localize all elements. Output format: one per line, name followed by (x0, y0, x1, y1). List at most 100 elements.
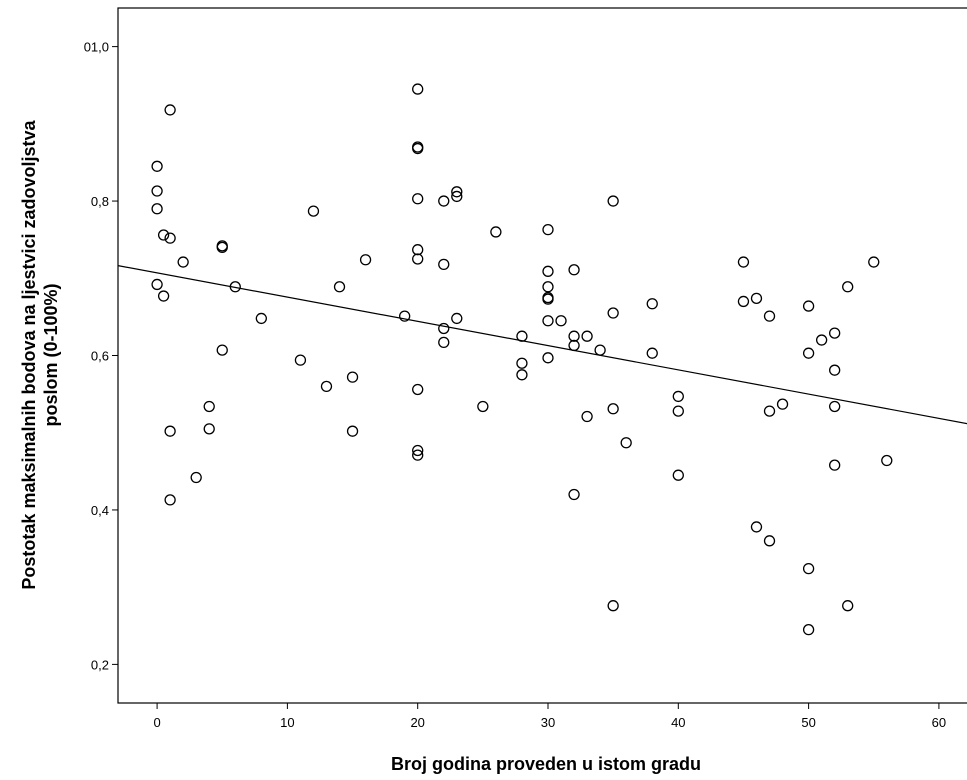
data-point (568, 330, 580, 342)
data-point (164, 232, 176, 244)
data-point (802, 347, 815, 359)
data-point (802, 300, 815, 312)
data-point (568, 264, 580, 276)
data-point (672, 469, 684, 481)
data-point (737, 295, 750, 308)
data-point (412, 253, 424, 265)
data-point (412, 83, 424, 95)
data-point (399, 310, 411, 322)
data-point (542, 281, 554, 293)
x-axis-ticks: 0 10 20 30 40 50 60 (153, 703, 946, 730)
data-point (776, 398, 789, 410)
x-tick-label: 40 (671, 715, 685, 730)
data-point (151, 203, 163, 215)
data-point (438, 336, 450, 349)
data-point (763, 535, 776, 547)
data-point (737, 256, 750, 268)
data-point (607, 600, 619, 612)
x-tick-label: 20 (410, 715, 424, 730)
data-point (438, 195, 450, 207)
x-tick-label: 10 (280, 715, 294, 730)
data-point (412, 383, 424, 396)
data-point (581, 330, 593, 342)
y-tick-label: 0,8 (91, 194, 109, 209)
data-point (359, 254, 372, 266)
data-point (333, 281, 346, 293)
data-point (164, 494, 176, 506)
data-point (607, 307, 619, 319)
data-point (190, 471, 202, 484)
data-point (555, 315, 567, 327)
data-point (151, 160, 163, 172)
data-point (672, 405, 684, 417)
data-point (802, 623, 815, 636)
data-point (451, 186, 463, 198)
data-point (412, 449, 424, 461)
data-point (646, 298, 658, 310)
data-point (151, 278, 163, 291)
data-point (412, 444, 424, 457)
x-tick-label: 0 (153, 715, 160, 730)
data-point (763, 405, 776, 417)
data-point (157, 290, 170, 302)
x-tick-label: 30 (541, 715, 555, 730)
data-point (829, 364, 841, 376)
data-point (607, 403, 619, 415)
x-axis-title: Broj godina proveden u istom gradu (391, 754, 701, 774)
data-point (646, 347, 658, 359)
data-point (516, 369, 528, 381)
data-point (802, 562, 815, 575)
data-point (829, 400, 841, 413)
data-point (412, 244, 424, 256)
data-point (294, 354, 307, 366)
plot-area-frame (117, 7, 967, 704)
data-point (451, 190, 463, 203)
data-point (216, 344, 228, 356)
data-point (594, 344, 606, 356)
data-point (216, 241, 228, 254)
data-point (438, 322, 450, 335)
data-point (255, 312, 267, 325)
data-point (868, 256, 880, 268)
data-point (542, 315, 554, 327)
data-point (203, 400, 215, 413)
data-point (829, 327, 841, 339)
data-point (542, 293, 554, 305)
data-point (568, 339, 580, 352)
data-point (151, 185, 163, 197)
data-point (177, 256, 189, 268)
data-point (346, 371, 359, 383)
data-point (451, 312, 463, 325)
data-point (542, 265, 554, 277)
data-point (842, 600, 854, 612)
y-axis-title-line-1: Postotak maksimalnih bodova na ljestvici… (19, 119, 39, 589)
data-point (581, 410, 593, 423)
data-point (203, 423, 215, 435)
x-tick-label: 50 (801, 715, 815, 730)
y-axis-title-line-2: poslom (0-100%) (41, 283, 61, 426)
y-tick-label: 01,0 (84, 40, 109, 55)
data-point (568, 488, 580, 501)
data-points (151, 83, 893, 636)
data-point (542, 223, 554, 236)
y-tick-label: 0,4 (91, 503, 109, 518)
data-point (672, 390, 684, 403)
data-point (516, 357, 528, 369)
x-tick-label: 60 (932, 715, 946, 730)
y-tick-label: 0,2 (91, 657, 109, 672)
y-axis-ticks: 01,0 0,8 0,6 0,4 0,2 (84, 40, 118, 672)
data-point (229, 281, 241, 293)
data-point (842, 281, 854, 293)
data-point (542, 352, 554, 364)
data-point (164, 425, 176, 437)
data-point (412, 193, 424, 205)
data-point (763, 310, 776, 322)
data-point (320, 380, 333, 393)
data-point (412, 142, 424, 155)
y-axis-title: Postotak maksimalnih bodova na ljestvici… (19, 119, 61, 589)
data-point (750, 292, 763, 305)
data-point (164, 104, 176, 116)
y-tick-label: 0,6 (91, 349, 109, 364)
data-point (157, 229, 170, 241)
data-point (815, 334, 828, 346)
